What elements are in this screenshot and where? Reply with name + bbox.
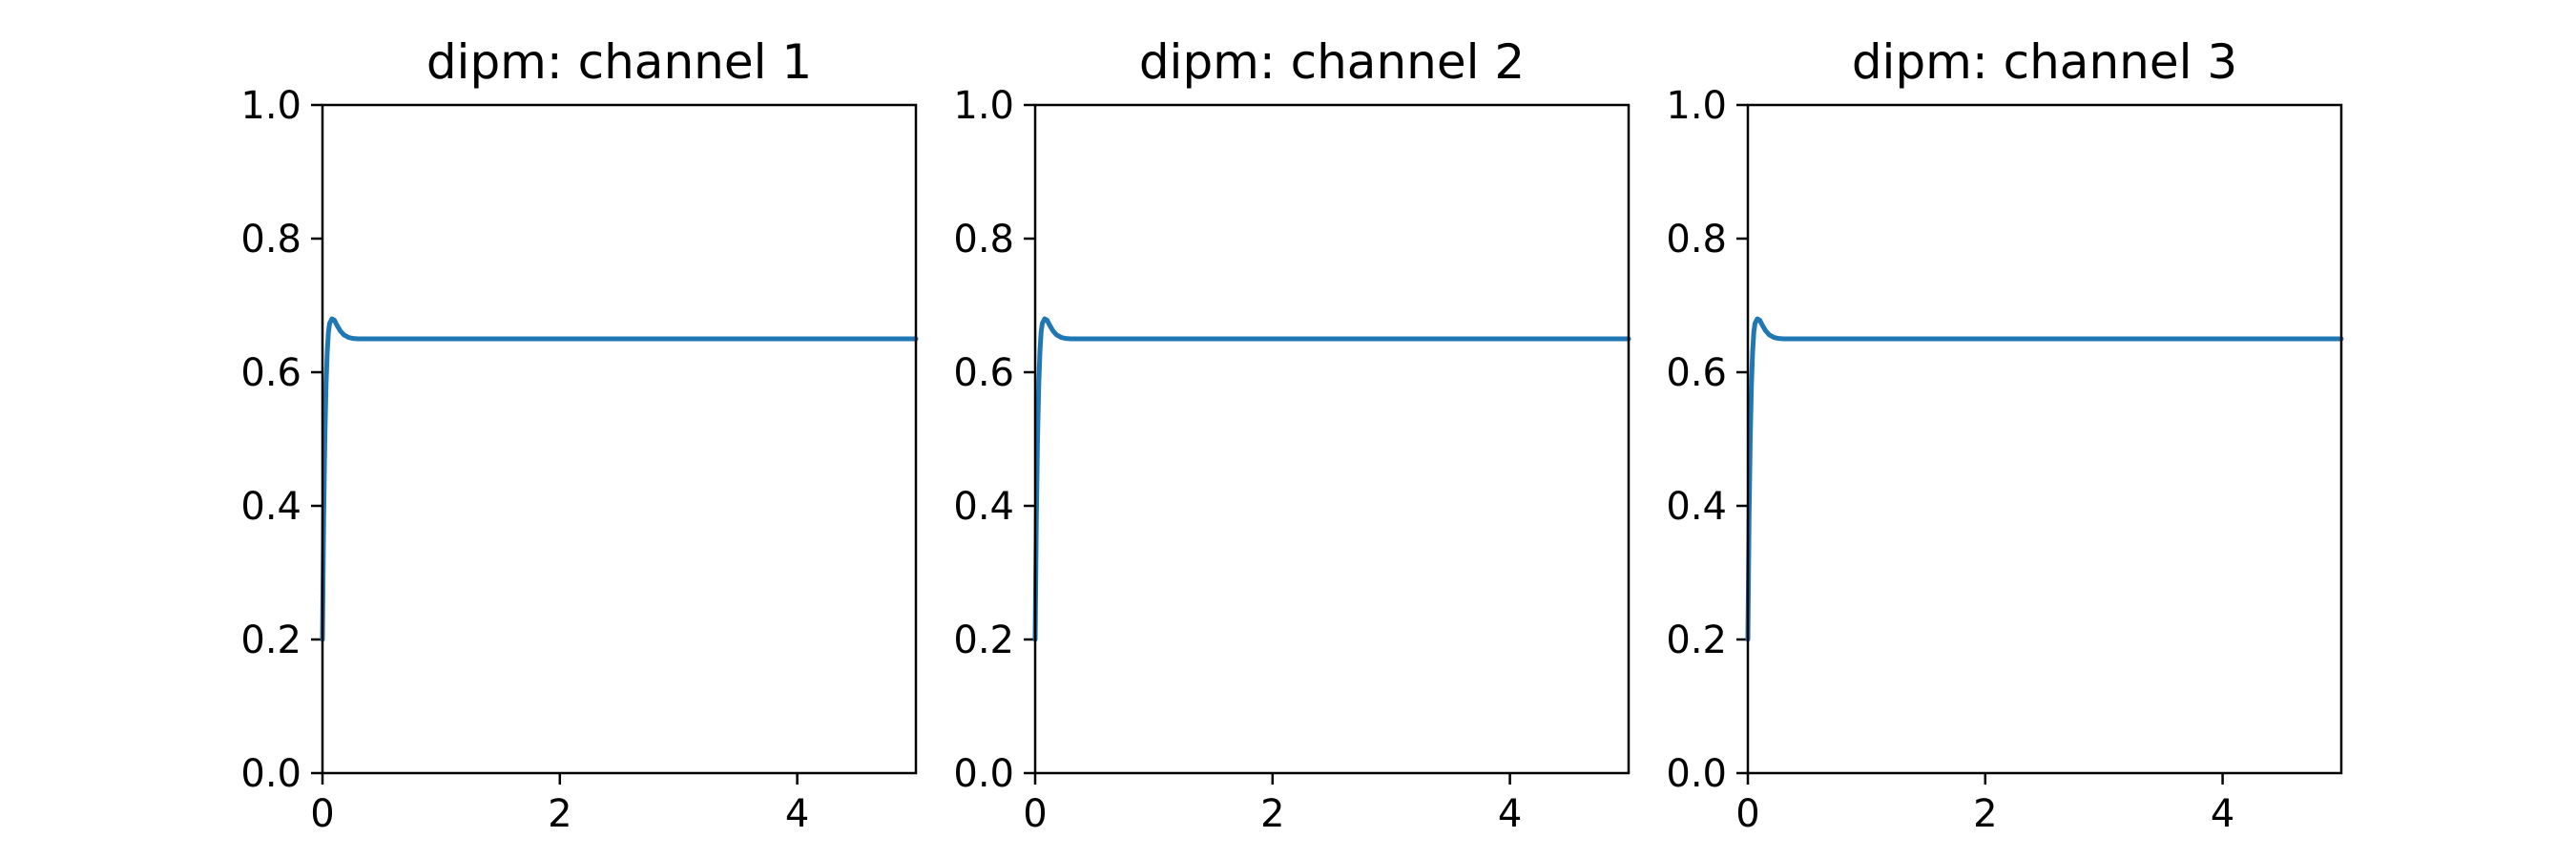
y-tick-label: 0.6 — [953, 351, 1014, 395]
y-tick-label: 0.4 — [1666, 485, 1727, 529]
axes-frame — [1033, 103, 1631, 775]
y-tick-label: 0.0 — [953, 752, 1014, 796]
x-axis: 0 2 4 — [1735, 773, 2234, 836]
x-tick-label: 0 — [1023, 792, 1047, 836]
y-tick-label: 0.2 — [953, 618, 1014, 662]
x-tick-label: 0 — [310, 792, 334, 836]
y-axis: 0.0 0.2 0.4 0.6 0.8 1.0 — [240, 84, 322, 796]
y-tick-label: 0.8 — [953, 218, 1014, 262]
y-tick-label: 0.8 — [1666, 218, 1727, 262]
x-tick-label: 2 — [1973, 792, 1997, 836]
y-tick-label: 0.2 — [240, 618, 301, 662]
y-tick-label: 1.0 — [1666, 84, 1727, 128]
y-axis: 0.0 0.2 0.4 0.6 0.8 1.0 — [953, 84, 1035, 796]
x-axis: 0 2 4 — [310, 773, 809, 836]
x-tick-label: 2 — [1260, 792, 1284, 836]
series-line-1 — [1745, 316, 2344, 642]
y-tick-label: 0.0 — [240, 752, 301, 796]
axes-frame — [321, 103, 918, 775]
series-line-1 — [320, 316, 919, 642]
y-tick-label: 1.0 — [240, 84, 301, 128]
series-line-1 — [1032, 316, 1631, 642]
subplot-title: dipm: channel 2 — [1139, 34, 1525, 90]
x-axis: 0 2 4 — [1023, 773, 1522, 836]
subplot-title: dipm: channel 3 — [1852, 34, 2237, 90]
x-tick-label: 0 — [1735, 792, 1759, 836]
x-tick-label: 4 — [1498, 792, 1522, 836]
y-tick-label: 0.2 — [1666, 618, 1727, 662]
y-axis: 0.0 0.2 0.4 0.6 0.8 1.0 — [1666, 84, 1748, 796]
y-tick-label: 0.6 — [240, 351, 301, 395]
axes-frame — [1746, 103, 2343, 775]
y-tick-label: 0.6 — [1666, 351, 1727, 395]
y-tick-label: 0.4 — [953, 485, 1014, 529]
subplot-channel-1: dipm: channel 1 0 2 4 0.0 0.2 0.4 0.6 0.8 1.0 — [240, 34, 919, 836]
x-tick-label: 4 — [785, 792, 809, 836]
plot-area — [1745, 316, 2344, 642]
y-tick-label: 1.0 — [953, 84, 1014, 128]
subplot-channel-2: dipm: channel 2 0 2 4 0.0 0.2 0.4 0.6 0.8 1.0 — [953, 34, 1631, 836]
x-tick-label: 4 — [2211, 792, 2234, 836]
plot-area — [1032, 316, 1631, 642]
y-tick-label: 0.4 — [240, 485, 301, 529]
y-tick-label: 0.0 — [1666, 752, 1727, 796]
subplot-title: dipm: channel 1 — [426, 34, 812, 90]
y-tick-label: 0.8 — [240, 218, 301, 262]
x-tick-label: 2 — [548, 792, 571, 836]
plot-area — [320, 316, 919, 642]
subplot-channel-3: dipm: channel 3 0 2 4 0.0 0.2 0.4 0.6 0.8 1.0 — [1666, 34, 2344, 836]
